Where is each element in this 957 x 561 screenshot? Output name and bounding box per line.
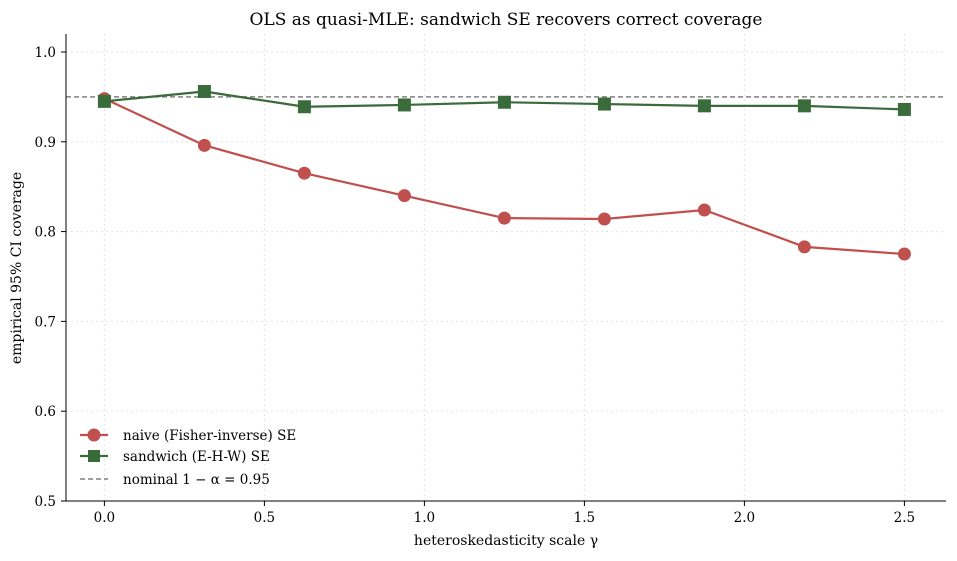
axes <box>65 34 946 502</box>
y-axis-label: empirical 95% CI coverage <box>9 172 25 364</box>
x-axis-label: heteroskedasticity scale γ <box>414 533 598 549</box>
y-tick-label: 1.0 <box>35 45 56 61</box>
point-sandwich <box>497 95 511 109</box>
x-tick-label: 2.5 <box>894 510 915 526</box>
legend-item-nominal: nominal 1 − α = 0.95 <box>80 472 270 488</box>
legend-item-sandwich: sandwich (E-H-W) SE <box>80 449 270 465</box>
y-tick-label: 0.6 <box>35 404 56 420</box>
legend-marker-naive <box>87 428 101 442</box>
y-tick-label: 0.9 <box>35 135 56 151</box>
point-sandwich <box>397 98 411 112</box>
point-naive <box>497 211 511 225</box>
legend: naive (Fisher-inverse) SE sandwich (E-H-… <box>80 428 296 488</box>
x-tick-label: 0.5 <box>254 510 275 526</box>
x-tick-label: 0.0 <box>94 510 115 526</box>
point-naive <box>697 203 711 217</box>
series-line-naive <box>103 97 905 256</box>
point-sandwich <box>697 99 711 113</box>
y-ticks: 0.5 0.6 0.7 0.8 0.9 1.0 <box>35 45 66 510</box>
point-naive <box>597 212 611 226</box>
x-tick-label: 1.0 <box>414 510 435 526</box>
chart-title: OLS as quasi-MLE: sandwich SE recovers c… <box>250 10 763 30</box>
point-sandwich <box>297 100 311 114</box>
legend-item-naive: naive (Fisher-inverse) SE <box>80 428 296 444</box>
x-tick-label: 2.0 <box>734 510 755 526</box>
legend-label-sandwich: sandwich (E-H-W) SE <box>123 449 270 465</box>
point-naive <box>897 247 911 261</box>
point-naive <box>397 189 411 203</box>
point-sandwich <box>197 84 211 98</box>
legend-marker-sandwich <box>88 450 100 462</box>
point-sandwich <box>97 94 111 108</box>
x-tick-label: 1.5 <box>574 510 595 526</box>
point-naive <box>197 138 211 152</box>
point-sandwich <box>597 97 611 111</box>
point-sandwich <box>797 99 811 113</box>
y-tick-label: 0.8 <box>35 225 56 241</box>
x-ticks: 0.0 0.5 1.0 1.5 2.0 2.5 <box>94 501 915 526</box>
y-tick-label: 0.7 <box>35 314 56 330</box>
point-sandwich <box>897 102 911 116</box>
series-layer <box>97 84 911 261</box>
point-naive <box>797 240 811 254</box>
legend-label-naive: naive (Fisher-inverse) SE <box>123 428 296 444</box>
y-tick-label: 0.5 <box>35 494 56 510</box>
point-naive <box>297 166 311 180</box>
legend-label-nominal: nominal 1 − α = 0.95 <box>123 472 270 488</box>
